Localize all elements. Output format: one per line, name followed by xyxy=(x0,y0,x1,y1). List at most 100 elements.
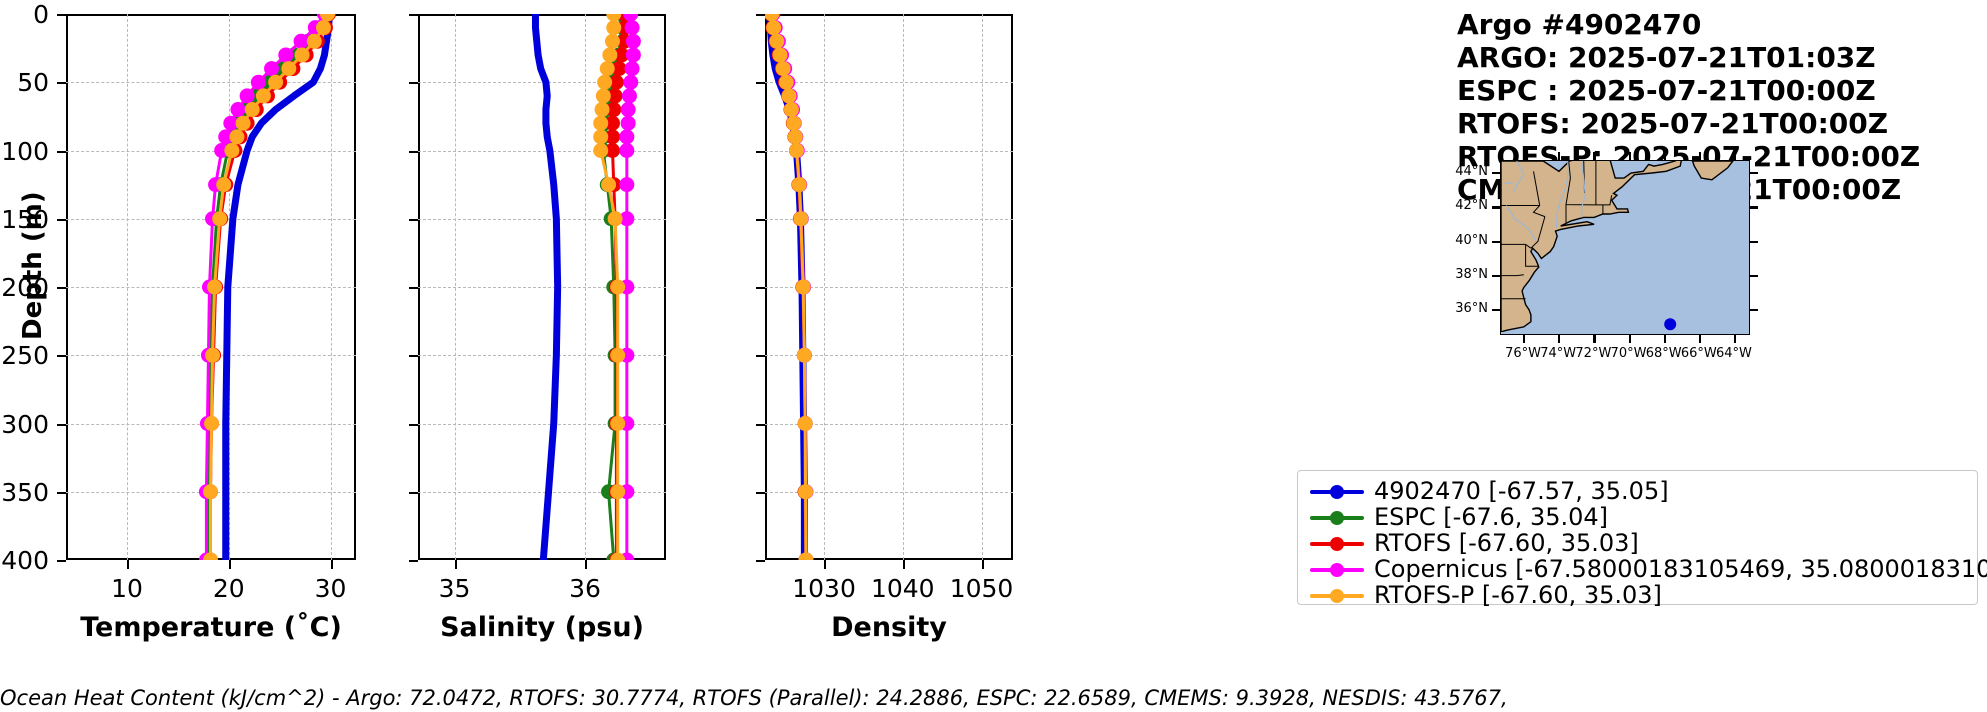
series-marker xyxy=(798,552,814,560)
series-marker xyxy=(606,102,622,118)
series-marker xyxy=(788,143,804,158)
y-tick-mark xyxy=(57,218,66,221)
map-state-border xyxy=(1525,244,1539,267)
y-tick-mark xyxy=(57,423,66,426)
map-river xyxy=(1581,160,1586,218)
gridline-vertical xyxy=(330,14,332,560)
series-marker xyxy=(623,74,639,90)
map-state-border xyxy=(1532,171,1546,218)
x-tick-mark xyxy=(228,560,231,569)
legend-item-label: RTOFS [-67.60, 35.03] xyxy=(1374,529,1639,557)
y-tick-mark xyxy=(57,355,66,358)
y-tick-mark xyxy=(409,150,418,153)
y-tick-mark xyxy=(409,355,418,358)
series-marker xyxy=(608,74,624,90)
map-lon-label: 66°W xyxy=(1680,346,1717,361)
gridline-vertical xyxy=(585,14,587,560)
x-tick-mark xyxy=(585,560,588,569)
series-marker xyxy=(212,211,228,227)
map-coastline xyxy=(1500,153,1747,333)
series-marker xyxy=(229,129,245,145)
map-lon-tick xyxy=(1628,335,1631,343)
series-marker xyxy=(595,88,611,104)
series-marker xyxy=(281,61,297,77)
legend-item-argo[interactable]: 4902470 [-67.57, 35.05] xyxy=(1310,479,1967,503)
series-marker xyxy=(619,211,635,227)
x-tick-mark xyxy=(824,560,827,569)
y-tick-label: 150 xyxy=(1,204,49,234)
series-marker xyxy=(775,61,791,77)
map-lon-tick xyxy=(1698,335,1701,343)
map-lon-tick xyxy=(1558,335,1561,343)
map-lat-tick xyxy=(1492,309,1500,312)
legend-swatch-icon xyxy=(1310,585,1364,605)
title-line-2: ESPC : 2025-07-21T00:00Z xyxy=(1457,74,1876,108)
series-marker xyxy=(223,115,239,131)
map-lon-label: 74°W xyxy=(1540,346,1577,361)
series-marker xyxy=(205,347,221,363)
x-tick-mark xyxy=(454,560,457,569)
legend-swatch-icon xyxy=(1310,533,1364,553)
map-lon-tick xyxy=(1593,335,1596,343)
series-marker xyxy=(604,143,620,158)
y-tick-mark xyxy=(57,491,66,494)
series-marker xyxy=(606,14,622,22)
series-marker xyxy=(614,47,630,63)
x-tick-label: 1040 xyxy=(870,574,935,603)
series-marker xyxy=(781,88,797,104)
y-tick-mark xyxy=(57,560,66,562)
series-marker xyxy=(216,177,232,193)
legend-item-rtofs[interactable]: RTOFS [-67.60, 35.03] xyxy=(1310,531,1967,555)
series-marker xyxy=(797,416,813,431)
legend-item-rtofs_p[interactable]: RTOFS-P [-67.60, 35.03] xyxy=(1310,583,1967,607)
map-lat-tick xyxy=(1492,240,1500,243)
title-line-0: Argo #4902470 xyxy=(1457,8,1702,41)
x-axis-title: Temperature (˚C) xyxy=(80,612,342,643)
y-tick-label: 50 xyxy=(17,68,49,98)
x-tick-label: 20 xyxy=(212,574,245,603)
gridline-horizontal xyxy=(66,150,356,152)
series-marker xyxy=(610,347,626,363)
legend-item-espc[interactable]: ESPC [-67.6, 35.04] xyxy=(1310,505,1967,529)
y-tick-mark xyxy=(756,560,765,562)
y-tick-mark xyxy=(756,218,765,221)
title-line-3: RTOFS: 2025-07-21T00:00Z xyxy=(1457,107,1889,141)
series-marker xyxy=(620,115,636,131)
x-tick-label: 36 xyxy=(569,574,601,603)
map-nova-scotia xyxy=(1691,160,1735,181)
series-marker xyxy=(204,416,220,431)
legend-item-copernicus[interactable]: Copernicus [-67.58000183105469, 35.08000… xyxy=(1310,557,1987,581)
x-tick-label: 1050 xyxy=(949,574,1014,603)
series-marker xyxy=(766,20,782,36)
location-map-inset: 44°N 42°N 40°N 38°N 36°N 76°W 74°W 72°W 70°W 68°W… xyxy=(1455,152,1758,361)
y-tick-mark xyxy=(409,560,418,562)
x-tick-label: 35 xyxy=(438,574,471,603)
x-tick-mark xyxy=(981,560,984,569)
map-lat-tick xyxy=(1750,309,1758,312)
x-axis-title: Salinity (psu) xyxy=(440,612,644,643)
map-lon-tick xyxy=(1523,152,1526,160)
series-marker xyxy=(778,74,794,90)
y-tick-mark xyxy=(756,491,765,494)
map-lat-label: 38°N xyxy=(1455,266,1488,282)
series-marker xyxy=(604,129,620,145)
map-lat-label: 44°N xyxy=(1455,164,1488,180)
map-lat-label: 40°N xyxy=(1455,232,1488,248)
map-lon-label: 76°W xyxy=(1505,346,1542,361)
y-tick-mark xyxy=(57,82,66,85)
y-tick-label: 400 xyxy=(1,546,49,575)
gridline-horizontal xyxy=(418,423,666,425)
y-tick-mark xyxy=(409,491,418,494)
map-lon-tick xyxy=(1523,335,1526,343)
map-lon-label: 70°W xyxy=(1610,346,1647,361)
series-marker xyxy=(597,74,613,90)
y-tick-mark xyxy=(756,287,765,289)
x-tick-label: 30 xyxy=(314,574,347,603)
y-tick-mark xyxy=(756,82,765,85)
series-marker xyxy=(230,102,246,118)
gridline-vertical xyxy=(454,14,456,560)
series-marker xyxy=(786,115,802,131)
